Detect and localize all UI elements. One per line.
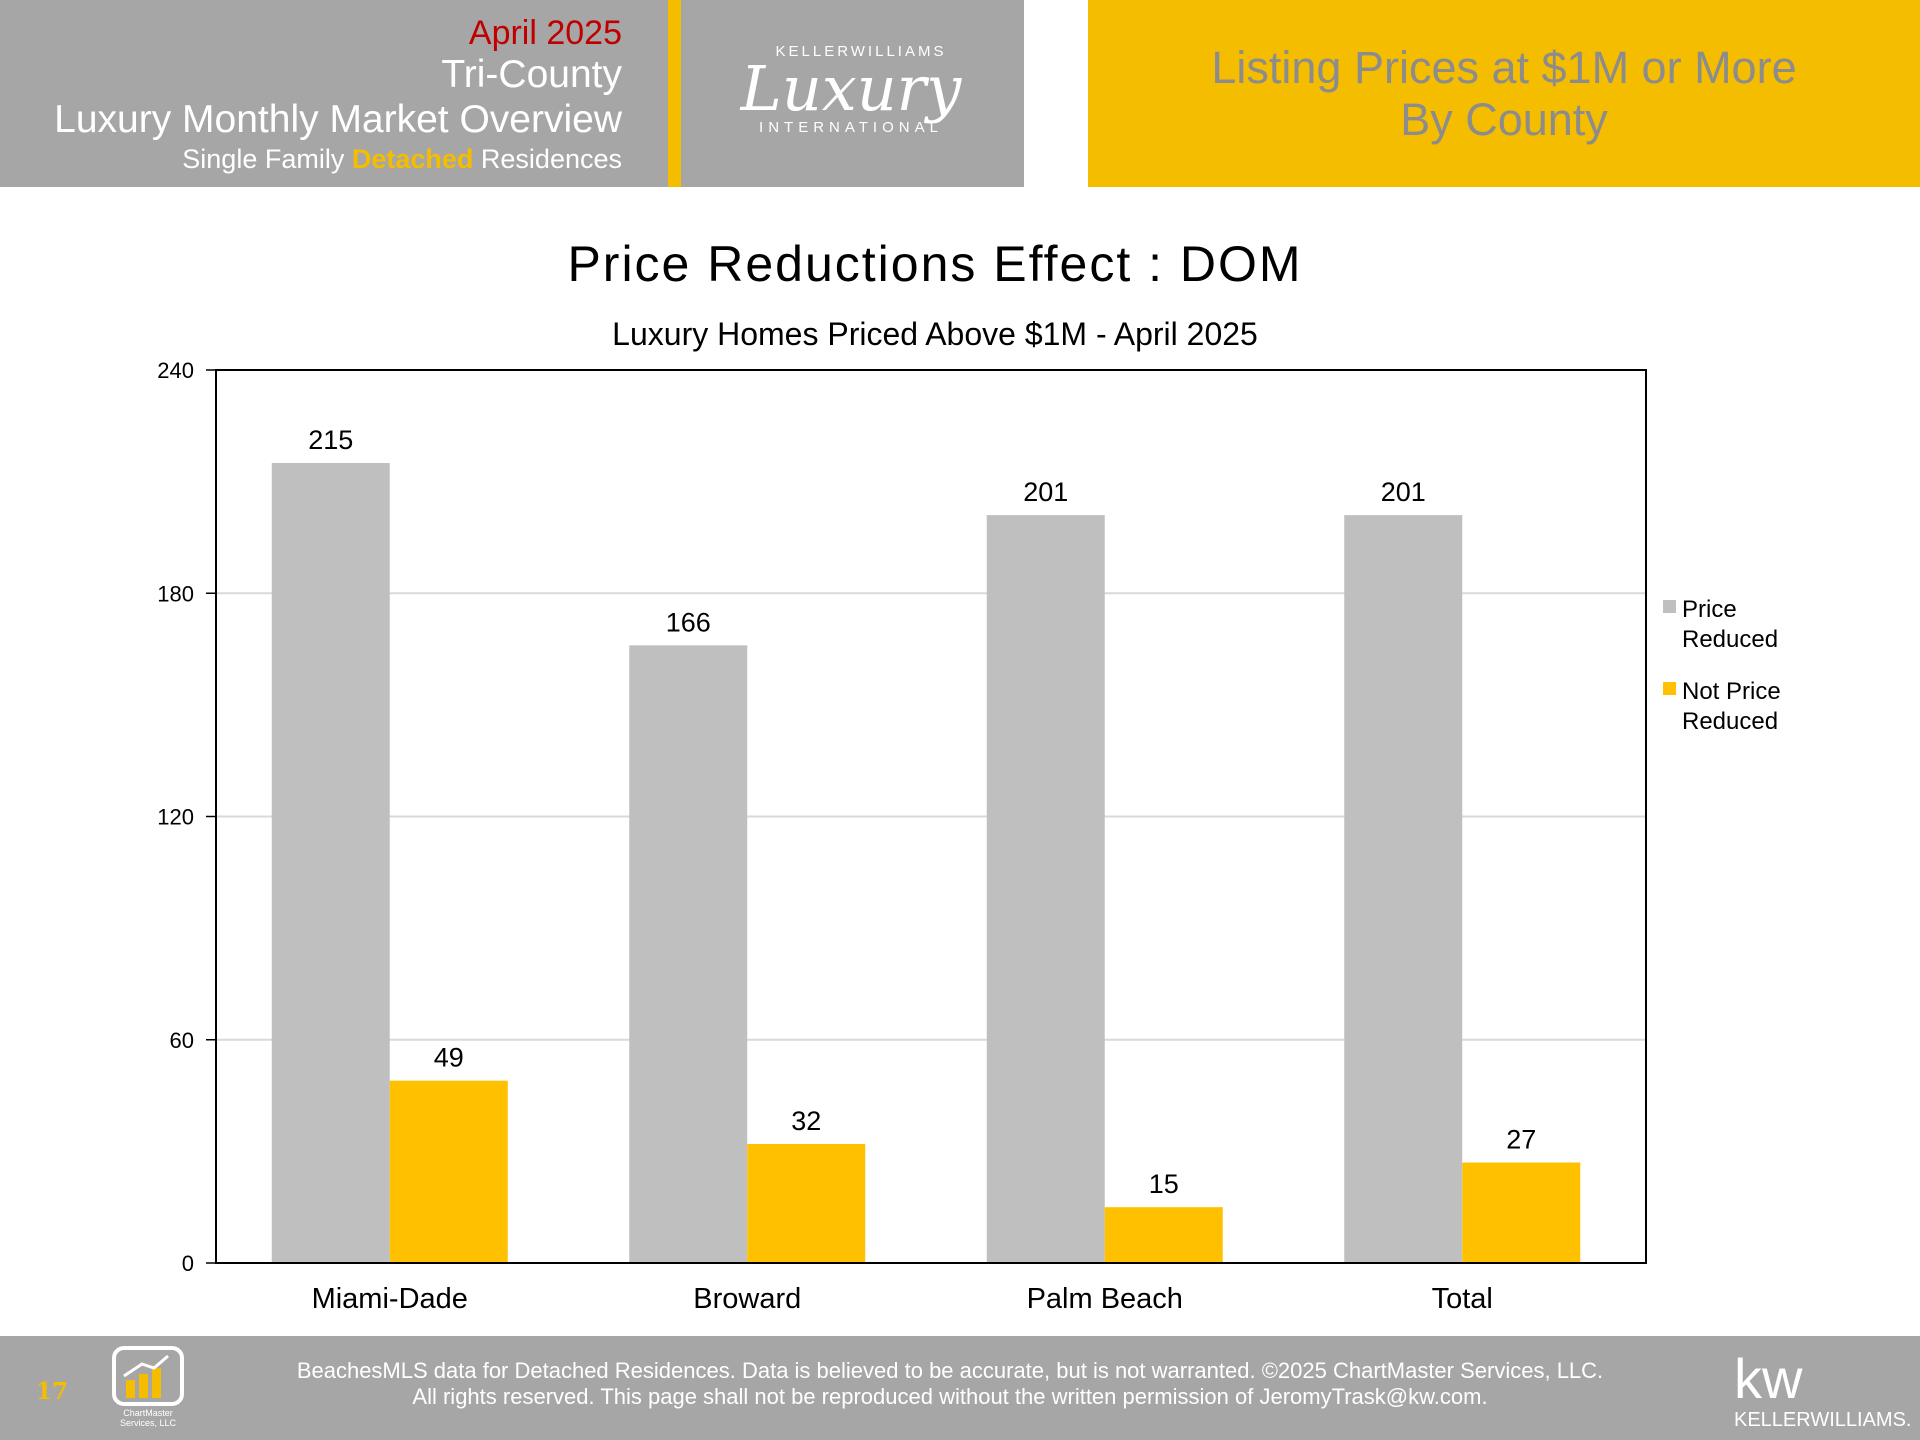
- x-tick-label: Miami-Dade: [312, 1283, 468, 1315]
- kw-logo-name: KELLERWILLIAMS.: [1734, 1409, 1910, 1431]
- legend-label: Reduced: [1682, 626, 1778, 653]
- legend-label: Reduced: [1682, 708, 1778, 735]
- bar-not-price-reduced: [389, 1080, 508, 1263]
- bar-not-price-reduced: [1462, 1162, 1581, 1263]
- report-title: Luxury Monthly Market Overview: [54, 98, 622, 141]
- logo-script-text: Luxury: [740, 52, 963, 125]
- kw-logo-mark: kw: [1734, 1348, 1803, 1410]
- x-tick-label: Palm Beach: [1027, 1283, 1183, 1315]
- legend-label: Price: [1682, 596, 1737, 623]
- report-region: Tri-County: [441, 53, 622, 96]
- subtitle-highlight: Detached: [351, 144, 474, 174]
- data-label: 32: [791, 1106, 821, 1136]
- header-left-panel: April 2025 Tri-County Luxury Monthly Mar…: [0, 0, 668, 187]
- header-right-line2: By County: [1400, 93, 1608, 145]
- plot-area-border: [215, 369, 1647, 1264]
- logo-top-text: KELLERWILLIAMS: [776, 43, 947, 60]
- data-label: 15: [1149, 1169, 1179, 1199]
- y-tick-label: 120: [157, 805, 194, 830]
- bar-chart: 0 60 120 180 240 215 49 Miami-Dade 166 32 Broward 2…: [157, 358, 1781, 1315]
- data-label: 49: [434, 1043, 464, 1073]
- disclaimer-line-2: All rights reserved. This page shall not…: [412, 1384, 1488, 1409]
- y-tick-label: 60: [170, 1028, 194, 1053]
- data-label: 166: [666, 607, 711, 637]
- logo-bottom-text: INTERNATIONAL: [759, 119, 943, 136]
- disclaimer-line-1: BeachesMLS data for Detached Residences.…: [296, 1358, 1604, 1383]
- chart-title: Price Reductions Effect : DOM: [567, 236, 1303, 292]
- legend-label: Not Price: [1682, 678, 1781, 705]
- report-month: April 2025: [468, 14, 622, 52]
- x-tick-label: Total: [1432, 1283, 1493, 1315]
- chartmaster-logo-text2: Services, LLC: [120, 1418, 177, 1428]
- bar-not-price-reduced: [1104, 1207, 1223, 1263]
- header-right-panel: Listing Prices at $1M or More By County: [1088, 0, 1920, 187]
- bar-price-reduced: [986, 515, 1105, 1263]
- chart-subtitle: Luxury Homes Priced Above $1M - April 20…: [612, 316, 1258, 352]
- subtitle-post: Residences: [480, 144, 622, 174]
- bar-price-reduced: [1344, 515, 1463, 1263]
- bar-not-price-reduced: [747, 1143, 866, 1263]
- kw-luxury-logo: KELLERWILLIAMS Luxury INTERNATIONAL: [681, 0, 1024, 187]
- subtitle-pre: Single Family: [182, 144, 345, 174]
- y-tick-label: 180: [157, 581, 194, 606]
- bar-price-reduced: [629, 645, 748, 1263]
- page-number: 17: [36, 1378, 69, 1405]
- legend-swatch: [1663, 600, 1676, 613]
- footer-bar: 17 ChartMaster Services, LLC BeachesMLS …: [0, 1336, 1920, 1440]
- data-label: 215: [308, 425, 353, 455]
- kw-logo: kw KELLERWILLIAMS.: [1730, 1347, 1911, 1439]
- data-label: 27: [1506, 1125, 1536, 1155]
- legend-swatch: [1663, 682, 1676, 695]
- data-label: 201: [1023, 477, 1068, 507]
- y-tick-label: 240: [157, 358, 194, 383]
- header-right-line1: Listing Prices at $1M or More: [1211, 41, 1797, 93]
- chartmaster-logo: ChartMaster Services, LLC: [108, 1346, 188, 1433]
- header-accent-stripe: [668, 0, 681, 187]
- x-tick-label: Broward: [693, 1283, 801, 1315]
- bar-price-reduced: [271, 463, 390, 1263]
- data-label: 201: [1381, 477, 1426, 507]
- chartmaster-logo-text1: ChartMaster: [123, 1408, 173, 1418]
- report-subtitle: Single Family Detached Residences: [182, 144, 622, 175]
- y-tick-label: 0: [182, 1251, 194, 1276]
